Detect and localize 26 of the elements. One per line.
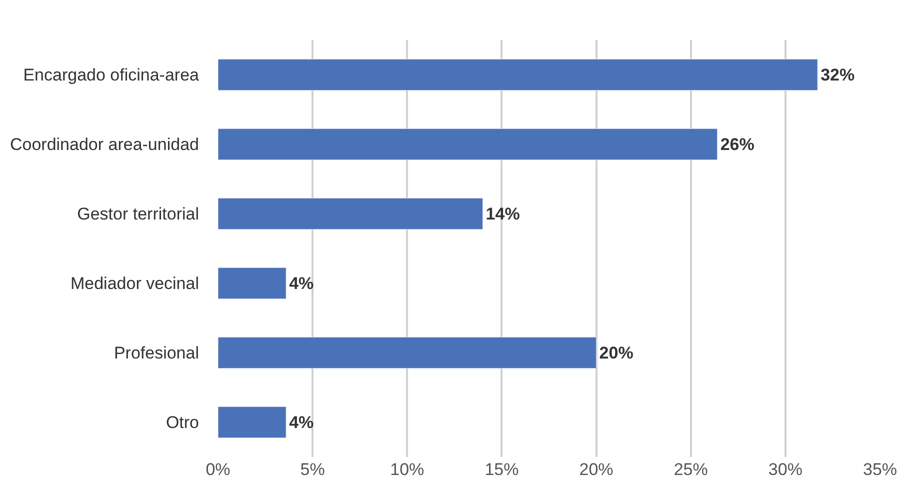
bar xyxy=(218,267,286,300)
x-tick-label: 10% xyxy=(390,460,424,479)
bar xyxy=(218,198,484,230)
x-tick-label: 15% xyxy=(484,460,519,479)
data-label: 26% xyxy=(720,134,754,154)
data-label: 14% xyxy=(486,204,520,224)
bar xyxy=(218,406,286,438)
y-tick-label: Otro xyxy=(166,413,199,432)
data-label: 4% xyxy=(289,274,314,293)
data-label: 20% xyxy=(599,343,634,362)
y-tick-label: Coordinador area-unidad xyxy=(10,135,199,154)
data-label: 32% xyxy=(820,65,855,84)
y-tick-label: Profesional xyxy=(114,344,199,363)
y-tick-label: Gestor territorial xyxy=(77,204,199,224)
bar xyxy=(218,128,718,160)
data-label: 4% xyxy=(289,412,314,432)
bar xyxy=(218,58,818,91)
y-tick-label: Encargado oficina-area xyxy=(23,66,200,85)
x-tick-label: 35% xyxy=(862,460,898,479)
x-tick-label: 0% xyxy=(206,460,230,479)
x-tick-label: 30% xyxy=(768,460,802,479)
bar xyxy=(218,336,597,369)
x-tick-label: 20% xyxy=(579,460,614,479)
x-tick-label: 25% xyxy=(674,460,708,479)
y-tick-label: Mediador vecinal xyxy=(70,274,199,294)
x-tick-label: 5% xyxy=(300,460,325,479)
